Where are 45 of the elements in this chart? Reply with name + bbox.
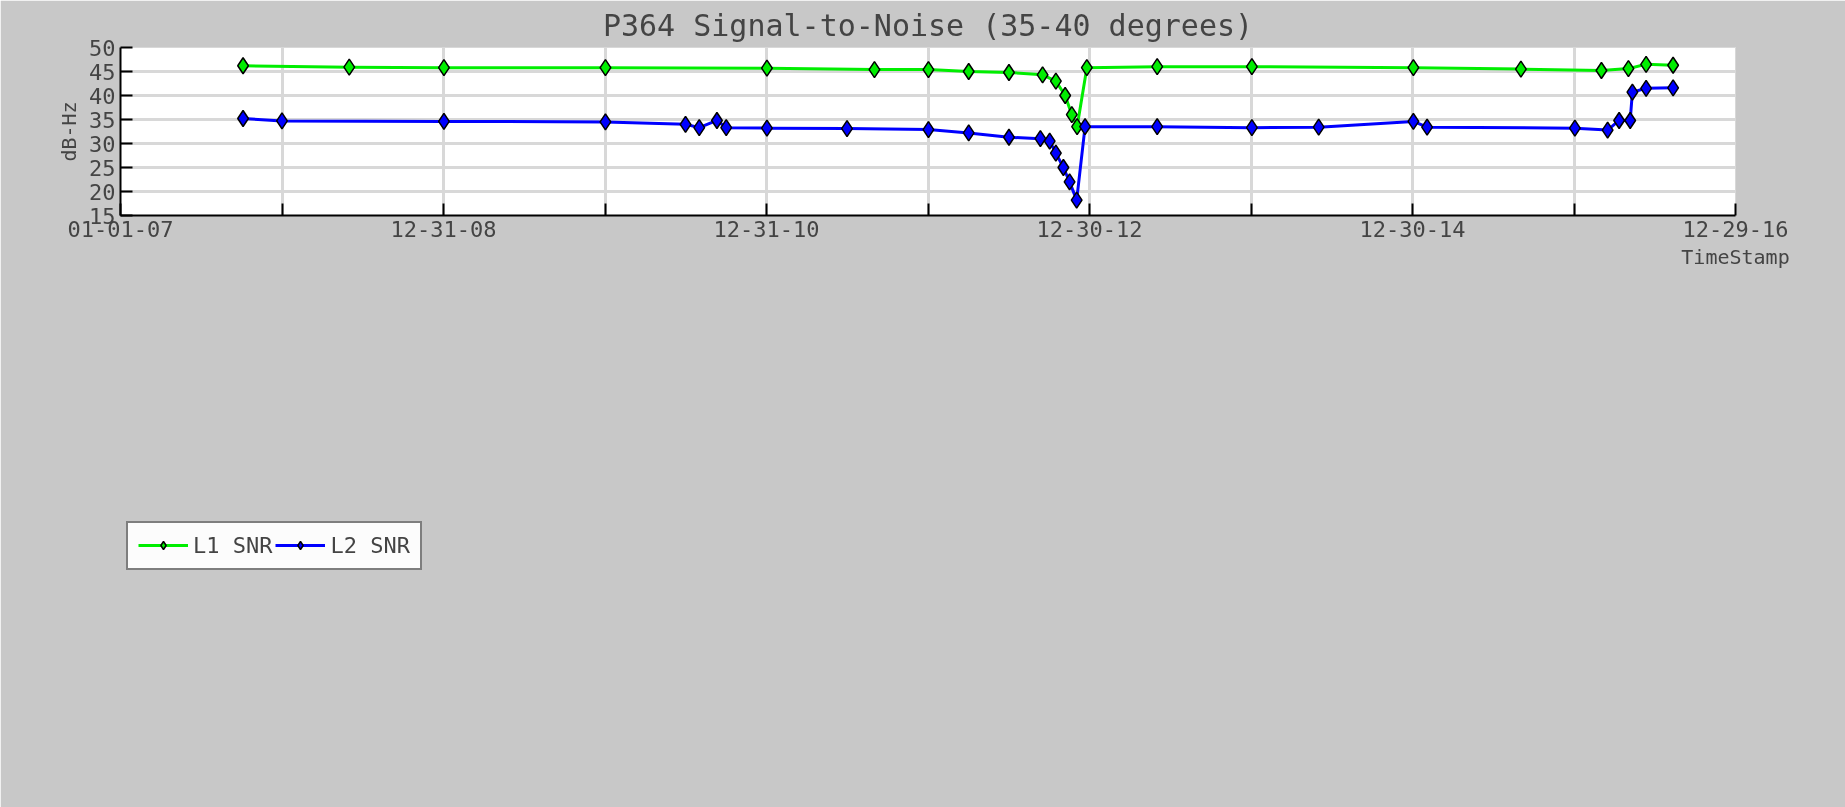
point [437,112,451,131]
point [1043,132,1056,150]
y-tick-label: 25 [89,155,116,181]
point [1063,173,1076,191]
point [1078,117,1092,136]
point [962,124,975,142]
point [760,59,774,77]
x-tick-label: 12-30-12 [1036,216,1143,242]
point [1568,119,1581,137]
y-tick-label: 50 [89,35,116,61]
point [1312,118,1325,136]
point [275,112,289,130]
point [760,119,774,137]
point [1002,63,1016,82]
point [1049,144,1062,162]
point [1070,191,1083,209]
y-tick-label: 20 [89,179,116,205]
x-axis-title: TimeStamp [1681,244,1790,269]
point [1036,66,1049,84]
point [236,56,250,75]
y-tick-label: 45 [89,59,116,85]
point [1667,79,1680,97]
y-tick-label: 40 [89,83,116,109]
point [1002,128,1016,147]
point [343,58,356,76]
point [710,111,724,130]
point [1514,60,1527,78]
y-axis-title: dB-Hz [57,101,82,162]
point [840,119,854,138]
x-tick-label: 12-31-08 [390,216,497,242]
x-tick-label: 12-31-10 [713,216,820,242]
y-tick-label: 30 [89,131,116,157]
point [1601,121,1614,139]
x-tick-label: 12-29-16 [1682,216,1789,242]
point [1421,118,1434,136]
point [236,109,250,128]
point [1049,72,1062,90]
x-tick-label: 12-30-14 [1359,216,1466,242]
point [599,113,612,131]
chart-title: P364 Signal-to-Noise (35-40 degrees) [602,7,1254,43]
legend-label: L2 SNR [330,532,410,558]
y-tick-label: 35 [89,107,116,133]
legend-label: L1 SNR [193,532,273,558]
point [1626,83,1639,101]
point [437,58,451,77]
